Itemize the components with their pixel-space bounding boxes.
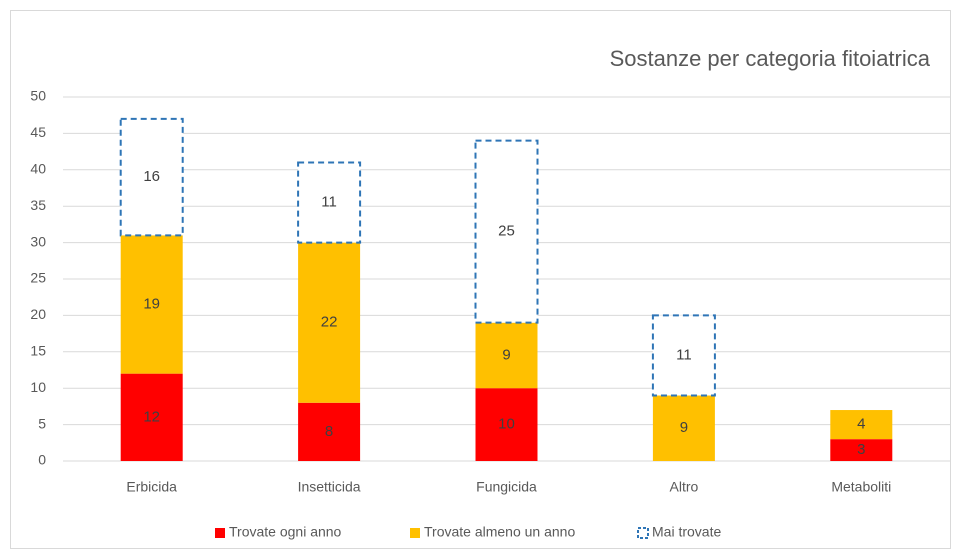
legend-swatch [637,527,649,539]
y-tick-label: 10 [30,379,46,395]
y-tick-label: 50 [30,88,46,104]
y-tick-label: 25 [30,270,46,286]
data-label: 25 [498,223,515,240]
y-tick-label: 15 [30,343,46,359]
y-tick-label: 0 [38,452,46,468]
y-tick-label: 20 [30,306,46,322]
x-tick-label: Fungicida [476,479,537,495]
bar-segment [297,161,362,244]
legend-label: Trovate almeno un anno [424,524,575,540]
bar-segment [298,242,361,403]
legend-swatch [215,528,225,538]
data-label: 3 [857,441,865,458]
legend-label: Trovate ogni anno [229,524,342,540]
y-tick-label: 40 [30,161,46,177]
data-label: 19 [143,295,160,312]
data-label: 4 [857,416,865,433]
bar-segment [474,139,539,324]
x-tick-label: Altro [670,479,699,495]
legend-label: Mai trovate [652,524,721,540]
chart-title: Sostanze per categoria fitoiatrica [610,46,931,71]
y-tick-label: 30 [30,233,46,249]
y-tick-label: 35 [30,197,46,213]
x-tick-label: Erbicida [126,479,177,495]
x-tick-label: Metaboliti [831,479,891,495]
bar-segment [119,117,184,237]
bar-segment [475,322,538,389]
data-label: 9 [680,419,688,436]
bar-segment [475,388,538,461]
bar-segment [830,439,893,461]
y-tick-label: 5 [38,415,46,431]
data-label: 8 [325,423,333,440]
data-label: 16 [143,168,160,185]
data-label: 12 [143,408,160,425]
bar-segment [651,314,716,397]
data-label: 10 [498,416,515,433]
bar-segment [830,410,893,440]
bar-segment [120,235,183,374]
legend-swatch [410,528,420,538]
bar-segment [298,402,361,461]
data-label: 22 [321,314,338,331]
data-label: 9 [502,346,510,363]
y-tick-label: 45 [30,124,46,140]
data-label: 11 [676,346,692,363]
x-tick-label: Insetticida [298,479,361,495]
bar-segment [652,395,715,461]
bar-segment [120,373,183,461]
data-label: 11 [321,194,337,211]
